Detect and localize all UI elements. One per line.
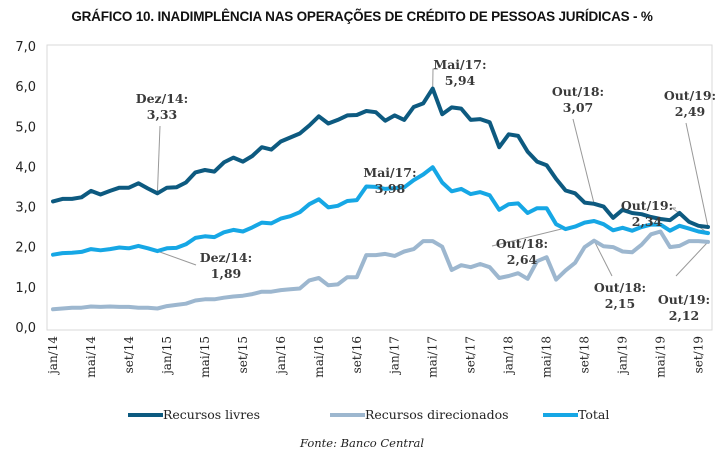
legend: Recursos livres Recursos direcionados Tota… xyxy=(128,407,609,422)
x-tick-label: mai/17 xyxy=(426,336,440,378)
x-tick-label: mai/14 xyxy=(84,336,98,378)
x-tick-label: jan/19 xyxy=(616,336,630,376)
x-tick-label: jan/16 xyxy=(274,336,288,376)
x-axis-ticks: jan/14 mai/14 set/14 jan/15 mai/15 set/15 jan/… xyxy=(46,336,706,378)
y-tick-label: 0,0 xyxy=(15,321,36,336)
annotation-label: Out/19: xyxy=(621,198,673,213)
x-tick-label: jan/15 xyxy=(160,336,174,376)
annotation-leader-line xyxy=(156,125,161,194)
y-tick-label: 2,0 xyxy=(15,241,36,256)
annotation-leader-line xyxy=(685,122,709,228)
annotation-value: 2,49 xyxy=(675,104,705,119)
annotation-value: 2,34 xyxy=(632,214,663,229)
annotation-label: Out/18: xyxy=(496,236,548,251)
y-tick-label: 7,0 xyxy=(15,40,36,55)
annotation-leader-line xyxy=(432,68,438,89)
annotation-label: Mai/17: xyxy=(363,165,416,180)
annotation-label: Out/19: xyxy=(664,88,716,103)
annotation-value: 2,15 xyxy=(605,296,635,311)
annotation-value: 2,12 xyxy=(669,308,699,323)
x-tick-label: set/18 xyxy=(578,336,592,373)
annotation-value: 2,64 xyxy=(507,252,538,267)
x-tick-label: mai/16 xyxy=(312,336,326,378)
x-tick-label: jan/18 xyxy=(502,336,516,376)
series-line-recursos-livres xyxy=(51,86,710,229)
x-tick-label: set/16 xyxy=(350,336,364,373)
annotation-leader-line xyxy=(157,250,197,266)
y-axis-ticks: 0,0 1,0 2,0 3,0 4,0 5,0 6,0 7,0 xyxy=(15,40,36,336)
y-tick-label: 3,0 xyxy=(15,201,36,216)
annotation-value: 5,94 xyxy=(445,73,476,88)
chart-source: Fonte: Banco Central xyxy=(299,436,425,450)
series-lines xyxy=(51,86,710,312)
annotation-label: Out/19: xyxy=(658,292,710,307)
annotation-value: 3,33 xyxy=(147,107,177,122)
x-tick-label: set/15 xyxy=(236,336,250,373)
x-tick-label: mai/18 xyxy=(540,336,554,378)
series-line-total xyxy=(51,165,710,257)
y-tick-label: 4,0 xyxy=(15,160,36,175)
y-tick-label: 6,0 xyxy=(15,80,36,95)
annotation-label: Mai/17: xyxy=(433,57,486,72)
x-tick-label: set/14 xyxy=(122,336,136,374)
legend-label: Recursos direcionados xyxy=(365,407,509,422)
annotation-value: 1,89 xyxy=(211,266,241,281)
x-tick-label: jan/14 xyxy=(46,336,60,376)
annotation-label: Out/18: xyxy=(552,84,604,99)
y-tick-label: 5,0 xyxy=(15,120,36,135)
x-tick-label: set/19 xyxy=(692,336,706,373)
annotation-value: 3,07 xyxy=(563,100,593,115)
annotation-value: 3,98 xyxy=(375,181,406,196)
legend-label: Total xyxy=(578,407,609,422)
annotation-label: Out/18: xyxy=(594,280,646,295)
x-tick-label: mai/15 xyxy=(198,336,212,378)
x-tick-label: jan/17 xyxy=(388,336,402,376)
x-tick-label: mai/19 xyxy=(654,336,668,378)
annotation-leader-line xyxy=(675,241,709,277)
plot-frame xyxy=(46,44,713,331)
annotation-leader-line xyxy=(572,118,595,204)
series-line-recursos-direcionados xyxy=(51,229,710,312)
y-tick-label: 1,0 xyxy=(15,281,36,296)
annotation-label: Dez/14: xyxy=(200,250,252,265)
annotation-label: Dez/14: xyxy=(136,91,188,106)
annotations: Dez/14:3,33Mai/17:5,94Out/18:3,07Out/19:… xyxy=(136,57,716,323)
legend-label: Recursos livres xyxy=(163,407,260,422)
annotation-leader-line xyxy=(593,240,613,277)
chart-title: GRÁFICO 10. INADIMPLÊNCIA NAS OPERAÇÕES … xyxy=(71,9,653,24)
x-tick-label: set/17 xyxy=(464,336,478,373)
annotation-leaders xyxy=(156,68,709,277)
